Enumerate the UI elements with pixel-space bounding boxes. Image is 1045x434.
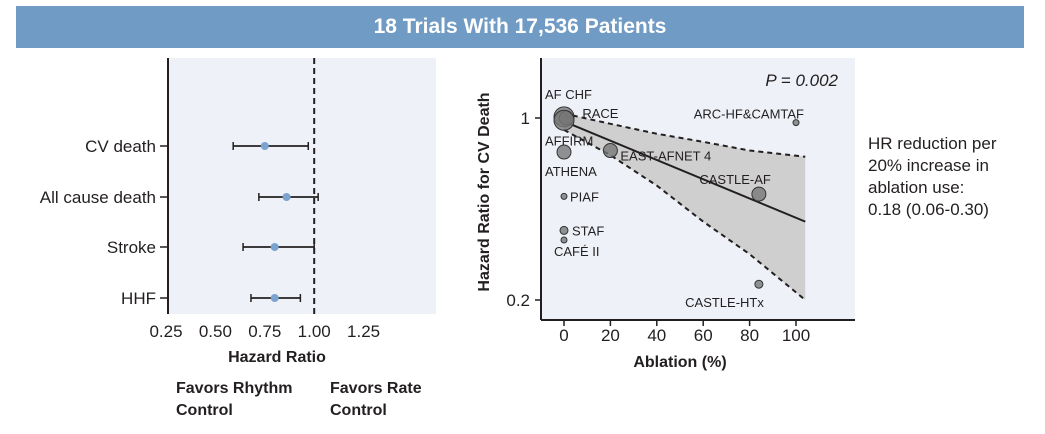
scatter-point bbox=[559, 225, 569, 235]
forest-x-tick-label: 0.50 bbox=[199, 322, 232, 341]
forest-row-label: All cause death bbox=[40, 188, 156, 207]
forest-x-axis-title: Hazard Ratio bbox=[228, 349, 326, 366]
forest-estimate-point bbox=[282, 193, 291, 201]
scatter-point-label: RACE bbox=[582, 106, 618, 121]
scatter-point bbox=[792, 119, 800, 127]
scatter-point bbox=[553, 109, 575, 131]
scatter-x-tick-label: 100 bbox=[782, 326, 810, 345]
forest-x-tick-label: 1.25 bbox=[347, 322, 380, 341]
scatter-point-label: EAST-AFNET 4 bbox=[620, 149, 711, 164]
scatter-point-label: ARC-HF&CAMTAF bbox=[694, 107, 804, 122]
scatter-point-label: ATHENA bbox=[545, 164, 597, 179]
scatter-point-label: STAF bbox=[572, 223, 604, 238]
scatter-x-axis-title: Ablation (%) bbox=[633, 354, 726, 371]
scatter-x-tick-label: 60 bbox=[694, 326, 713, 345]
favors-rhythm-label: Favors Rhythm Control bbox=[176, 380, 293, 419]
scatter-point bbox=[556, 144, 572, 160]
forest-row-label: HHF bbox=[121, 289, 156, 308]
scatter-point-label: CASTLE-AF bbox=[699, 172, 771, 187]
scatter-point-label: CAFÉ II bbox=[554, 244, 600, 259]
regression-line bbox=[563, 120, 806, 223]
p-value-annotation: P = 0.002 bbox=[765, 71, 838, 90]
hr-reduction-note: HR reduction per 20% increase in ablatio… bbox=[868, 134, 997, 219]
scatter-point-label: AF CHF bbox=[545, 87, 592, 102]
forest-estimate-point bbox=[270, 294, 279, 302]
scatter-point bbox=[754, 279, 764, 289]
forest-estimate-point bbox=[270, 243, 279, 251]
scatter-point-label: PIAF bbox=[570, 189, 599, 204]
scatter-x-tick-label: 40 bbox=[647, 326, 666, 345]
scatter-point bbox=[751, 186, 767, 202]
scatter-y-axis-title: Hazard Ratio for CV Death bbox=[476, 92, 493, 291]
ci-upper-line bbox=[563, 112, 806, 158]
scatter-y-tick-label: 0.2 bbox=[506, 291, 530, 310]
chart-title: 18 Trials With 17,536 Patients bbox=[373, 15, 667, 38]
forest-x-tick-label: 1.00 bbox=[298, 322, 331, 341]
forest-x-tick-label: 0.75 bbox=[248, 322, 281, 341]
favors-rate-label: Favors Rate Control bbox=[330, 380, 422, 419]
forest-estimate-point bbox=[260, 142, 269, 150]
scatter-point bbox=[560, 192, 568, 200]
scatter-x-tick-label: 20 bbox=[601, 326, 620, 345]
forest-row-label: Stroke bbox=[107, 238, 156, 257]
scatter-y-tick-label: 1 bbox=[521, 109, 530, 128]
forest-row-label: CV death bbox=[85, 137, 156, 156]
forest-x-tick-label: 0.25 bbox=[149, 322, 182, 341]
scatter-point bbox=[560, 236, 568, 244]
scatter-point bbox=[602, 143, 618, 159]
scatter-point-label: CASTLE-HTx bbox=[685, 295, 764, 310]
title-banner: 18 Trials With 17,536 Patients bbox=[16, 6, 1024, 48]
scatter-point-label: AFFIRM bbox=[545, 133, 593, 148]
forest-plot-area bbox=[168, 58, 436, 314]
ci-lower-line bbox=[563, 129, 806, 301]
ci-band bbox=[564, 113, 806, 300]
scatter-x-tick-label: 80 bbox=[740, 326, 759, 345]
scatter-x-tick-label: 0 bbox=[559, 326, 568, 345]
